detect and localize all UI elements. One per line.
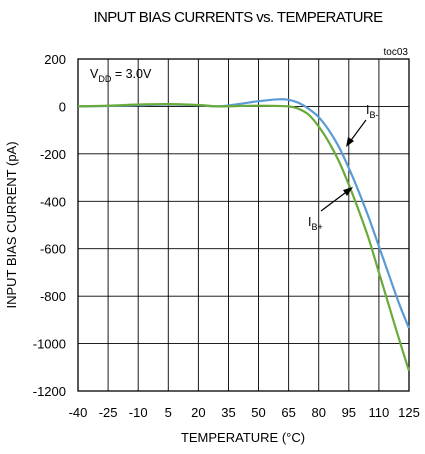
x-tick-label: -40 <box>69 405 88 420</box>
x-tick-label: 95 <box>342 405 356 420</box>
condition-label: VDD = 3.0V <box>90 67 152 84</box>
x-tick-label: 35 <box>221 405 235 420</box>
x-tick-labels: -40 -25 -10 5 20 35 50 65 80 95 110 125 <box>69 405 420 420</box>
y-tick-label: -400 <box>40 194 66 209</box>
series-label-ib-minus: IB- <box>366 103 378 120</box>
y-tick-label: -1200 <box>33 384 66 399</box>
x-tick-label: 65 <box>281 405 295 420</box>
y-tick-label: 200 <box>44 52 66 67</box>
x-tick-label: 110 <box>369 405 390 420</box>
x-tick-label: 20 <box>191 405 205 420</box>
x-tick-label: 80 <box>311 405 325 420</box>
y-tick-label: -600 <box>40 242 66 257</box>
y-axis-label: INPUT BIAS CURRENT (pA) <box>4 141 19 308</box>
x-tick-label: 50 <box>251 405 265 420</box>
x-tick-label: 125 <box>398 405 420 420</box>
x-axis-label: TEMPERATURE (°C) <box>181 430 305 445</box>
grid <box>78 59 409 391</box>
y-tick-label: -1000 <box>33 337 66 352</box>
y-tick-label: -200 <box>40 147 66 162</box>
chart-id-label: toc03 <box>384 47 409 58</box>
y-tick-label: -800 <box>40 289 66 304</box>
series-lines <box>78 99 409 371</box>
plot-area <box>78 59 409 391</box>
arrow-ib-plus <box>321 190 349 211</box>
x-tick-label: 5 <box>165 405 172 420</box>
y-tick-label: 0 <box>59 99 66 114</box>
x-tick-label: -10 <box>129 405 148 420</box>
x-tick-label: -25 <box>99 405 118 420</box>
chart-title: INPUT BIAS CURRENTS vs. TEMPERATURE <box>93 9 383 26</box>
series-label-ib-plus: IB+ <box>308 215 323 232</box>
y-tick-labels: 200 0 -200 -400 -600 -800 -1000 -1200 <box>33 52 66 399</box>
series-line-ib-plus <box>78 104 409 371</box>
